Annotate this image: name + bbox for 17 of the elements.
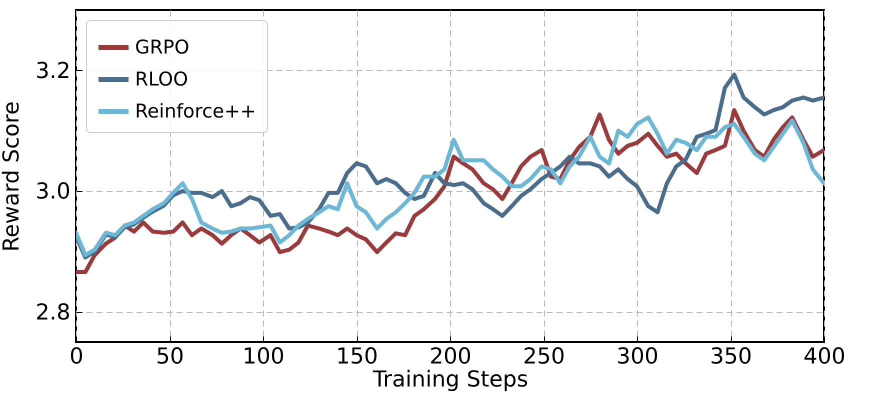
x-tick-label: 0 (70, 344, 84, 370)
y-tick-label: 2.8 (36, 300, 70, 326)
legend-label: RLOO (135, 68, 188, 90)
x-tick-label: 150 (336, 344, 378, 370)
x-tick-label: 200 (430, 344, 472, 370)
x-tick-label: 50 (156, 344, 184, 370)
x-tick-label: 250 (523, 344, 565, 370)
legend-label: Reinforce++ (135, 100, 256, 122)
x-tick-label: 400 (804, 344, 846, 370)
x-axis-title: Training Steps (372, 368, 528, 392)
x-tick-label: 350 (710, 344, 752, 370)
y-tick-label: 3.2 (36, 58, 70, 84)
legend-label: GRPO (135, 36, 190, 58)
x-tick-label: 100 (242, 344, 284, 370)
x-tick-label: 300 (616, 344, 658, 370)
y-tick-label: 3.0 (36, 180, 70, 205)
y-axis-title: Reward Score (0, 101, 25, 252)
